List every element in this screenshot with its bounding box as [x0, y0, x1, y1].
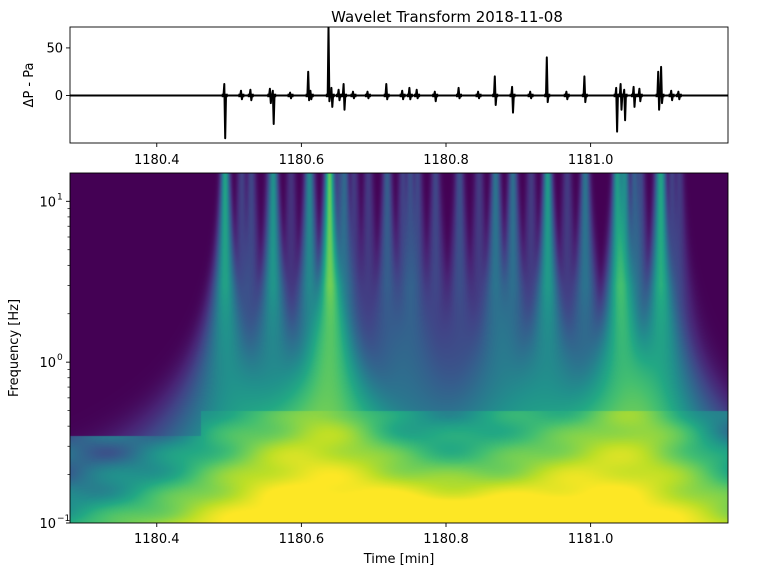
wavelet-x-ticks: 1180.4 1180.6 1180.8 1181.0	[134, 523, 613, 547]
pressure-plot: 1180.4 1180.6 1180.8 1181.0 0 50 ΔP - Pa	[22, 26, 729, 168]
pressure-trace	[70, 27, 728, 140]
chart-title: Wavelet Transform 2018-11-08	[331, 8, 563, 26]
x-tick-label: 1180.6	[279, 153, 325, 168]
pressure-spike	[384, 83, 389, 101]
wavelet-x-label: Time [min]	[363, 552, 435, 567]
y-tick-exponent: 0	[57, 353, 63, 363]
y-tick-label: 10	[39, 517, 56, 532]
x-tick-label: 1180.8	[423, 153, 469, 168]
x-tick-label: 1181.0	[568, 153, 614, 168]
wavelet-y-label: Frequency [Hz]	[7, 299, 22, 397]
y-tick-label: 10	[39, 195, 56, 210]
pressure-spike	[222, 83, 227, 140]
pressure-spike	[306, 70, 311, 102]
pressure-spike	[493, 75, 498, 106]
y-tick-label: 10	[39, 356, 56, 371]
pressure-plot-frame	[69, 26, 729, 144]
pressure-spike	[271, 89, 276, 125]
y-tick-exponent: −1	[57, 514, 70, 524]
pressure-plot-background	[70, 27, 728, 143]
pressure-spike	[614, 86, 619, 133]
y-tick-label: 0	[55, 89, 63, 104]
x-tick-label: 1180.8	[423, 532, 469, 547]
x-tick-label: 1180.4	[134, 532, 180, 547]
pressure-spike	[622, 88, 627, 122]
pressure-spike	[659, 65, 664, 105]
pressure-spike	[656, 70, 661, 111]
x-tick-label: 1181.0	[568, 532, 614, 547]
pressure-y-ticks: 0 50	[46, 41, 70, 104]
scalogram	[70, 173, 728, 523]
pressure-spike	[582, 75, 588, 104]
pressure-x-ticks: 1180.4 1180.6 1180.8 1181.0	[134, 143, 613, 168]
wavelet-plot-frame	[69, 172, 729, 524]
x-tick-label: 1180.6	[279, 532, 325, 547]
x-tick-label: 1180.4	[134, 153, 180, 168]
pressure-spike	[510, 85, 515, 114]
pressure-y-label: ΔP - Pa	[22, 63, 37, 108]
pressure-spike	[545, 56, 550, 104]
pressure-spike	[407, 86, 413, 101]
pressure-spike	[329, 86, 335, 108]
y-tick-exponent: 1	[57, 192, 63, 202]
pressure-spike	[326, 27, 332, 103]
y-tick-label: 50	[46, 41, 63, 56]
